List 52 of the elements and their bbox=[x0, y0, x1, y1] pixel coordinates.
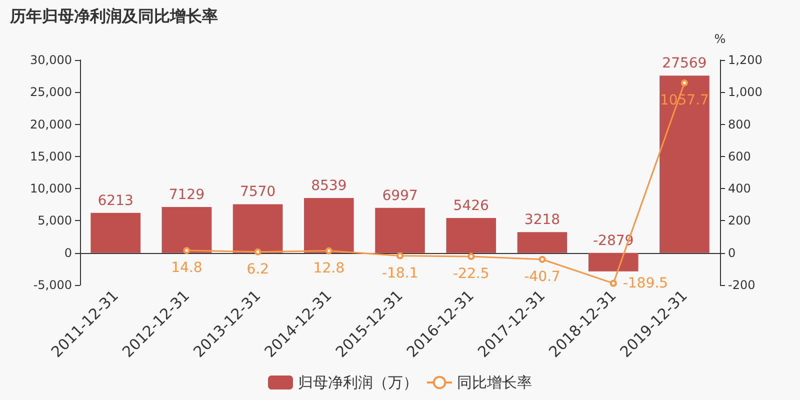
y-tick-label: 30,000 bbox=[30, 53, 72, 67]
point bbox=[254, 248, 262, 256]
y2-tick-label: 1,200 bbox=[728, 53, 762, 67]
point bbox=[468, 252, 475, 260]
y2-tick-label: 800 bbox=[728, 117, 751, 132]
legend-label: 同比增长率 bbox=[457, 374, 532, 392]
data-label: 27569 bbox=[662, 56, 707, 72]
bar bbox=[162, 207, 212, 253]
y2-tick-label: 600 bbox=[728, 149, 751, 164]
data-label: 7129 bbox=[168, 187, 204, 204]
bar bbox=[446, 218, 496, 253]
y2-tick-label: -200 bbox=[728, 278, 756, 292]
y-tick-label: 10,000 bbox=[30, 182, 72, 196]
y-tick-label: 15,000 bbox=[30, 149, 72, 164]
data-label: 14.8 bbox=[171, 260, 202, 276]
y2-tick-label: 0 bbox=[728, 246, 736, 260]
bar bbox=[517, 232, 568, 253]
y2-axis-title: % bbox=[714, 32, 726, 46]
chart-title: 历年归母净利润及同比增长率 bbox=[9, 6, 218, 26]
bar bbox=[232, 204, 283, 253]
data-label: 3218 bbox=[524, 212, 560, 228]
point bbox=[680, 79, 688, 86]
data-label: 5426 bbox=[453, 198, 490, 214]
point bbox=[610, 280, 617, 287]
data-label: 6213 bbox=[98, 192, 134, 209]
legend-label: 归母净利润（万） bbox=[298, 374, 418, 392]
point bbox=[396, 252, 404, 260]
y2-tick-label: 1,000 bbox=[728, 85, 762, 100]
data-label: -189.5 bbox=[622, 275, 668, 292]
y-tick-label: 20,000 bbox=[30, 117, 72, 132]
y-tick-label: -5,000 bbox=[33, 278, 72, 292]
data-label: 7570 bbox=[240, 184, 276, 200]
data-label: -18.1 bbox=[382, 265, 418, 282]
data-label: -40.7 bbox=[524, 268, 560, 285]
y-tick-label: 25,000 bbox=[30, 85, 72, 100]
point bbox=[538, 256, 546, 263]
data-label: 12.8 bbox=[313, 260, 344, 276]
data-label: -22.5 bbox=[452, 266, 490, 282]
bar bbox=[375, 208, 425, 253]
data-label: 8539 bbox=[311, 178, 347, 194]
point bbox=[183, 246, 190, 254]
bar bbox=[304, 198, 354, 253]
y-tick-label: 0 bbox=[64, 246, 72, 260]
data-label: 6997 bbox=[382, 188, 418, 204]
y2-tick-label: 400 bbox=[728, 182, 751, 196]
bar bbox=[660, 76, 710, 253]
y-tick-label: 5,000 bbox=[38, 214, 72, 228]
bar bbox=[90, 212, 140, 253]
bar bbox=[588, 252, 638, 272]
data-label: 6.2 bbox=[246, 261, 269, 278]
y2-tick-label: 200 bbox=[728, 214, 751, 228]
point bbox=[325, 247, 332, 254]
